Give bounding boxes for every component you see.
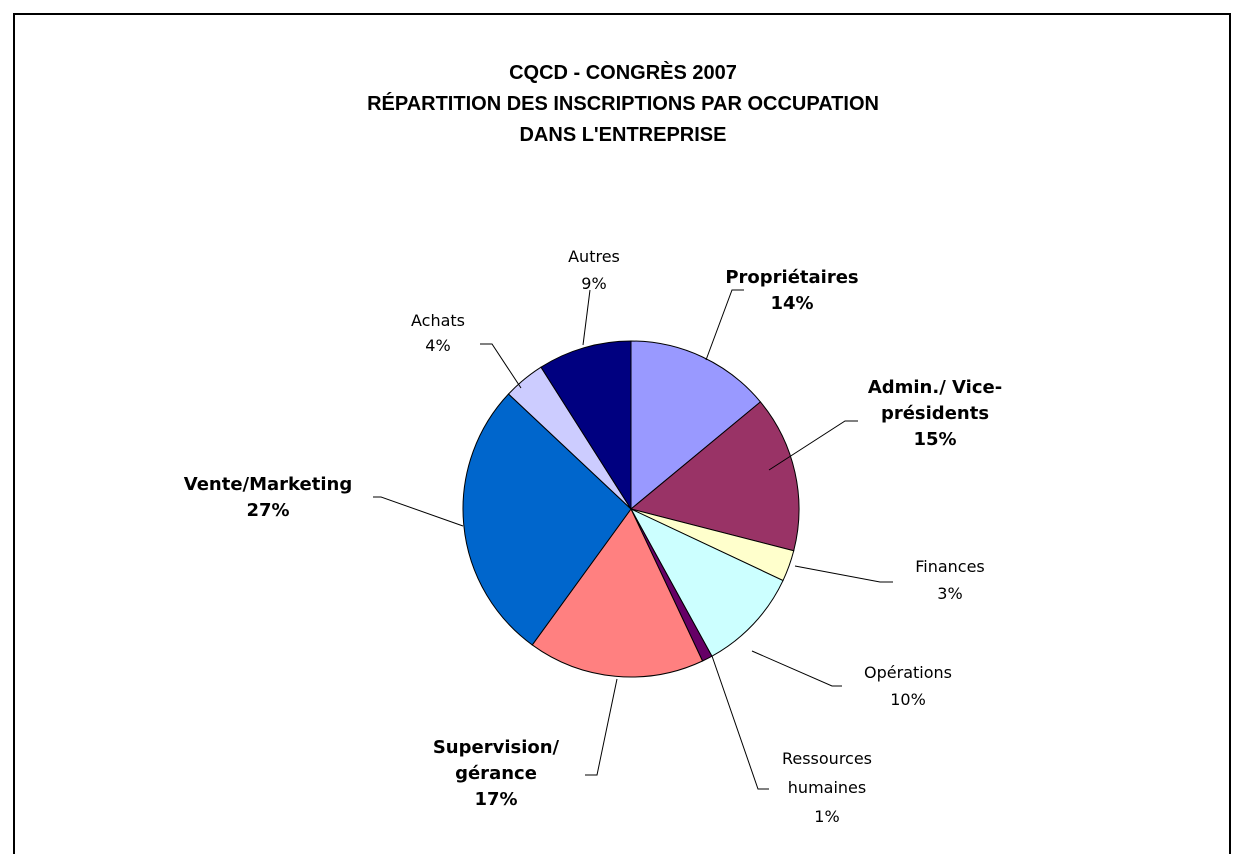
slice-label-line: humaines: [788, 778, 866, 797]
leader-line-supervision-g-rance: [585, 678, 618, 776]
slice-label-admin-vice-pr-sidents: Admin./ Vice-présidents 15%: [868, 377, 1002, 450]
chart-title-line-1: CQCD - CONGRÈS 2007: [509, 62, 737, 84]
slice-label-line: 10%: [890, 690, 926, 709]
slice-label-op-rations: Opérations 10%: [864, 663, 952, 709]
slice-label-finances: Finances 3%: [915, 557, 985, 603]
leader-line-achats: [480, 343, 522, 389]
slice-label-line: 15%: [913, 429, 956, 450]
slice-label-line: Finances: [915, 557, 985, 576]
leader-line-propri-taires: [705, 289, 744, 361]
slice-label-achats: Achats 4%: [411, 311, 465, 355]
pie-slice-admin-vice-pr-sidents: [629, 401, 800, 552]
slice-label-line: Vente/Marketing: [184, 474, 352, 495]
slice-label-vente-marketing: Vente/Marketing 27%: [184, 474, 352, 521]
chart-title-line-3: DANS L'ENTREPRISE: [519, 124, 727, 146]
slice-label-line: Admin./ Vice-: [868, 377, 1002, 398]
slice-label-line: 9%: [581, 274, 606, 293]
slice-label-line: 1%: [814, 807, 839, 826]
slice-label-autres: Autres 9%: [568, 247, 620, 293]
pie-slice-op-rations: [629, 507, 784, 657]
slice-label-propri-taires: Propriétaires 14%: [725, 267, 858, 314]
slice-label-line: Supervision/: [433, 737, 560, 758]
slice-label-line: 27%: [246, 500, 289, 521]
slice-label-line: 17%: [474, 789, 517, 810]
slice-label-line: Opérations: [864, 663, 952, 682]
leader-line-vente-marketing: [373, 496, 464, 527]
leader-line-admin-vice-pr-sidents: [768, 420, 858, 471]
slice-label-line: gérance: [455, 763, 537, 784]
pie-slice-supervision-g-rance: [531, 508, 704, 678]
slice-label-line: Ressources: [782, 749, 872, 768]
pie-slice-vente-marketing: [462, 393, 632, 646]
leader-line-autres: [582, 289, 591, 346]
slice-label-line: 4%: [425, 336, 450, 355]
leader-line-op-rations: [751, 650, 842, 687]
slice-label-line: 3%: [937, 584, 962, 603]
slice-label-line: présidents: [881, 403, 989, 424]
slice-label-supervision-g-rance: Supervision/gérance 17%: [433, 737, 560, 810]
slice-label-line: Autres: [568, 247, 620, 266]
leader-line-ressources-humaines: [711, 655, 769, 790]
slice-label-line: Propriétaires: [725, 267, 858, 288]
leader-line-finances: [794, 565, 893, 583]
pie-slice-propri-taires: [630, 340, 762, 511]
slice-label-line: 14%: [770, 293, 813, 314]
slice-label-ressources-humaines: Ressources humaines 1%: [782, 749, 872, 826]
chart-title-line-2: RÉPARTITION DES INSCRIPTIONS PAR OCCUPAT…: [367, 93, 879, 115]
slice-label-line: Achats: [411, 311, 465, 330]
pie-slice-autres: [540, 340, 632, 511]
